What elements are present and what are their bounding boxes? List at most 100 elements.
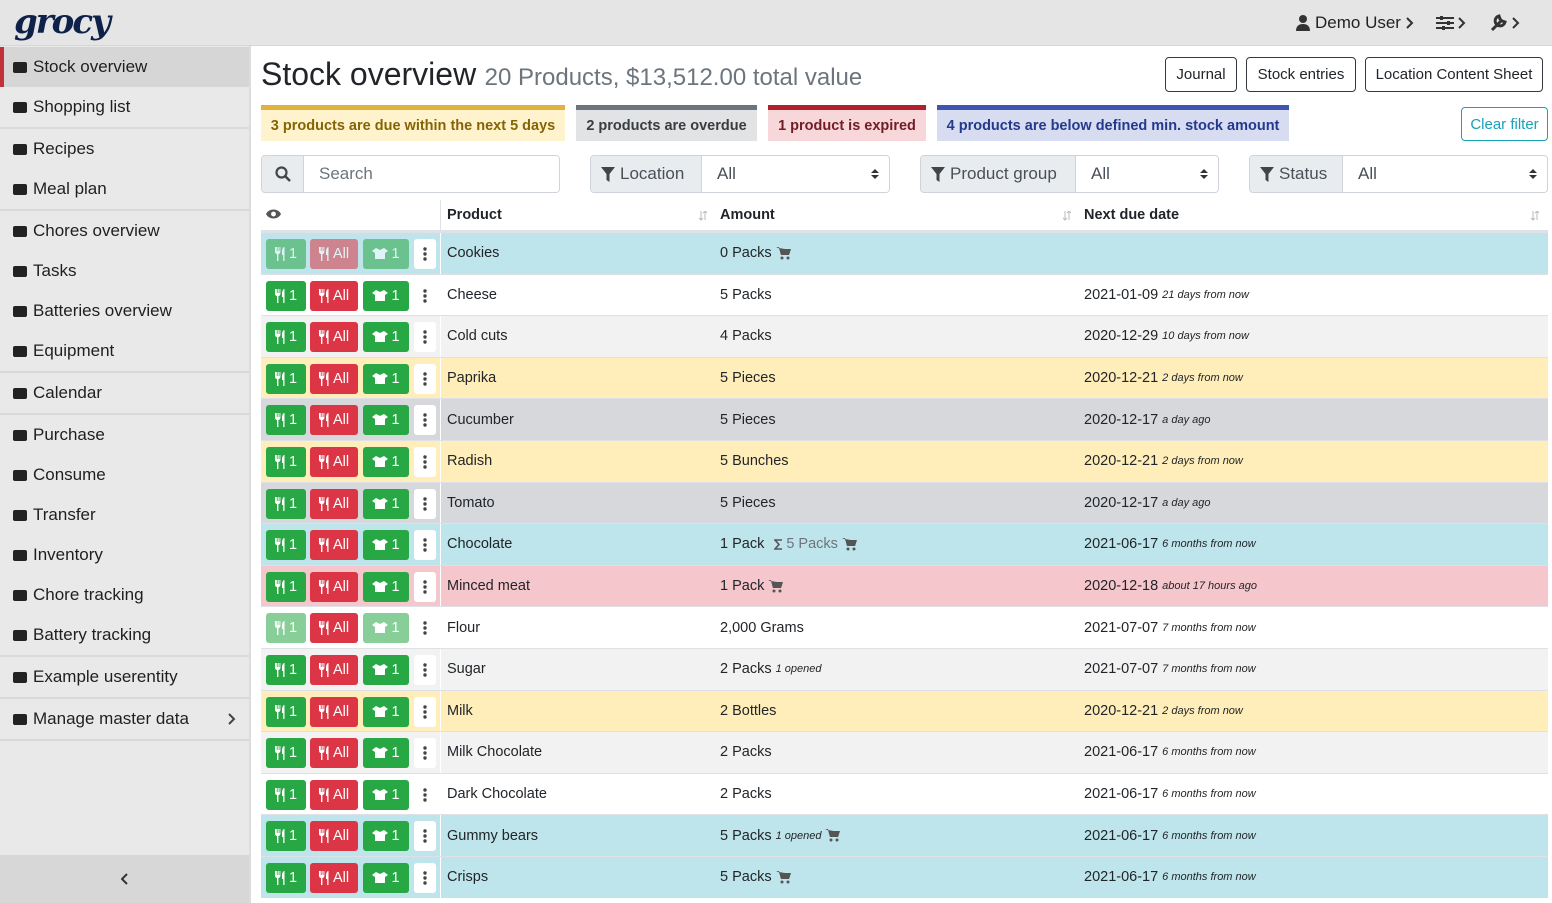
consume-button[interactable]: 1	[266, 572, 306, 602]
product-name[interactable]: Paprika	[447, 370, 496, 386]
nav-item[interactable]: Shopping list	[0, 87, 249, 127]
nav-item[interactable]: Purchase	[0, 415, 249, 455]
nav-item[interactable]: Consume	[0, 455, 249, 495]
consume-button[interactable]: 1	[266, 697, 306, 727]
consume-button[interactable]: 1	[266, 821, 306, 851]
filter-select[interactable]: All	[1343, 156, 1547, 192]
consume-all-button[interactable]: All	[310, 655, 358, 685]
consume-button[interactable]: 1	[266, 281, 306, 311]
search-input[interactable]: Search	[304, 156, 559, 192]
product-name[interactable]: Cookies	[447, 245, 499, 261]
consume-button[interactable]: 1	[266, 530, 306, 560]
more-menu[interactable]	[414, 572, 436, 602]
header-button[interactable]: Location Content Sheet	[1365, 57, 1543, 92]
collapse-sidebar[interactable]	[0, 855, 249, 903]
filter-select[interactable]: All	[702, 156, 889, 192]
product-name[interactable]: Radish	[447, 453, 492, 469]
open-button[interactable]: 1	[363, 655, 409, 685]
header-button[interactable]: Journal	[1165, 57, 1237, 92]
logo[interactable]: grocy	[14, 2, 109, 42]
consume-button[interactable]: 1	[266, 489, 306, 519]
product-name[interactable]: Sugar	[447, 661, 486, 677]
more-menu[interactable]	[414, 281, 436, 311]
status-filter-alert[interactable]: 4 products are below defined min. stock …	[937, 105, 1289, 141]
product-name[interactable]: Chocolate	[447, 536, 512, 552]
product-name[interactable]: Tomato	[447, 495, 495, 511]
nav-item[interactable]: Meal plan	[0, 169, 249, 209]
more-menu[interactable]	[414, 322, 436, 352]
column-header[interactable]: Amount	[720, 207, 775, 223]
column-visibility[interactable]	[266, 209, 281, 219]
more-menu[interactable]	[414, 239, 436, 269]
nav-item[interactable]: Recipes	[0, 129, 249, 169]
consume-all-button[interactable]: All	[310, 613, 358, 643]
open-button[interactable]: 1	[363, 863, 409, 893]
consume-button[interactable]: 1	[266, 655, 306, 685]
consume-all-button[interactable]: All	[310, 239, 358, 269]
open-button[interactable]: 1	[363, 364, 409, 394]
consume-button[interactable]: 1	[266, 863, 306, 893]
tools-menu[interactable]	[1490, 14, 1522, 32]
settings-menu[interactable]	[1436, 15, 1468, 31]
consume-all-button[interactable]: All	[310, 697, 358, 727]
consume-button[interactable]: 1	[266, 780, 306, 810]
more-menu[interactable]	[414, 697, 436, 727]
consume-all-button[interactable]: All	[310, 281, 358, 311]
open-button[interactable]: 1	[363, 530, 409, 560]
consume-all-button[interactable]: All	[310, 447, 358, 477]
product-name[interactable]: Milk	[447, 703, 473, 719]
header-button[interactable]: Stock entries	[1246, 57, 1356, 92]
filter-select[interactable]: All	[1076, 156, 1218, 192]
product-name[interactable]: Gummy bears	[447, 828, 538, 844]
consume-all-button[interactable]: All	[310, 322, 358, 352]
consume-all-button[interactable]: All	[310, 530, 358, 560]
nav-item[interactable]: Batteries overview	[0, 291, 249, 331]
more-menu[interactable]	[414, 780, 436, 810]
consume-button[interactable]: 1	[266, 447, 306, 477]
nav-item[interactable]: Stock overview	[0, 47, 249, 87]
product-name[interactable]: Flour	[447, 620, 480, 636]
consume-all-button[interactable]: All	[310, 572, 358, 602]
status-filter-alert[interactable]: 1 product is expired	[768, 105, 926, 141]
nav-item[interactable]: Chores overview	[0, 211, 249, 251]
column-header[interactable]: Product	[447, 207, 502, 223]
more-menu[interactable]	[414, 655, 436, 685]
open-button[interactable]: 1	[363, 613, 409, 643]
open-button[interactable]: 1	[363, 572, 409, 602]
open-button[interactable]: 1	[363, 738, 409, 768]
consume-button[interactable]: 1	[266, 405, 306, 435]
open-button[interactable]: 1	[363, 405, 409, 435]
more-menu[interactable]	[414, 863, 436, 893]
consume-all-button[interactable]: All	[310, 863, 358, 893]
open-button[interactable]: 1	[363, 322, 409, 352]
more-menu[interactable]	[414, 447, 436, 477]
clear-filter-button[interactable]: Clear filter	[1461, 107, 1548, 141]
nav-item[interactable]: Transfer	[0, 495, 249, 535]
nav-item[interactable]: Manage master data	[0, 699, 249, 739]
nav-item[interactable]: Battery tracking	[0, 615, 249, 655]
product-name[interactable]: Milk Chocolate	[447, 744, 542, 760]
consume-button[interactable]: 1	[266, 239, 306, 269]
open-button[interactable]: 1	[363, 489, 409, 519]
nav-item[interactable]: Inventory	[0, 535, 249, 575]
more-menu[interactable]	[414, 821, 436, 851]
product-name[interactable]: Dark Chocolate	[447, 786, 547, 802]
open-button[interactable]: 1	[363, 780, 409, 810]
open-button[interactable]: 1	[363, 281, 409, 311]
consume-all-button[interactable]: All	[310, 405, 358, 435]
more-menu[interactable]	[414, 530, 436, 560]
consume-all-button[interactable]: All	[310, 738, 358, 768]
open-button[interactable]: 1	[363, 697, 409, 727]
open-button[interactable]: 1	[363, 239, 409, 269]
open-button[interactable]: 1	[363, 447, 409, 477]
more-menu[interactable]	[414, 489, 436, 519]
status-filter-alert[interactable]: 2 products are overdue	[576, 105, 757, 141]
product-name[interactable]: Cucumber	[447, 412, 514, 428]
consume-button[interactable]: 1	[266, 613, 306, 643]
consume-all-button[interactable]: All	[310, 780, 358, 810]
more-menu[interactable]	[414, 738, 436, 768]
nav-item[interactable]: Calendar	[0, 373, 249, 413]
more-menu[interactable]	[414, 364, 436, 394]
consume-button[interactable]: 1	[266, 364, 306, 394]
more-menu[interactable]	[414, 405, 436, 435]
